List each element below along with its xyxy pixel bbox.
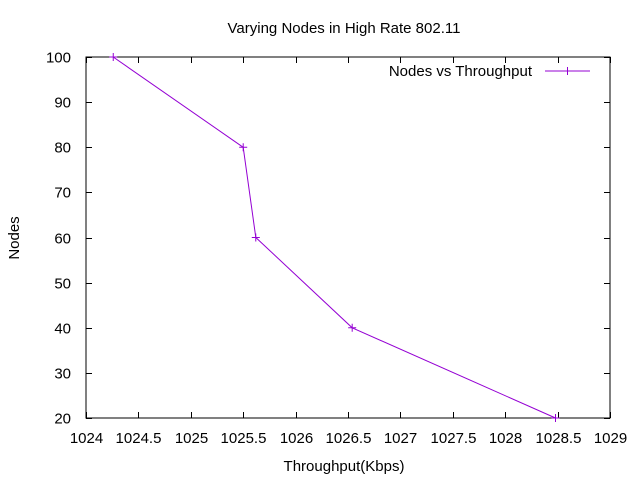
x-tick-label: 1026.5	[326, 430, 372, 447]
y-tick-label: 60	[54, 231, 71, 248]
x-tick-label: 1026	[280, 430, 313, 447]
x-axis-label: Throughput(Kbps)	[284, 458, 405, 475]
x-tick-label: 1027.5	[431, 430, 477, 447]
y-tick-label: 50	[54, 276, 71, 293]
plot-frame	[85, 56, 611, 419]
y-tick-label: 80	[54, 140, 71, 157]
legend-marker	[563, 67, 572, 75]
y-tick-label: 90	[54, 95, 71, 112]
data-point-marker	[109, 53, 118, 61]
x-tick-label: 1029	[594, 430, 627, 447]
series-line	[112, 56, 556, 419]
data-point-marker	[348, 323, 357, 332]
legend-label: Nodes vs Throughput	[389, 63, 533, 80]
y-tick-label: 40	[54, 321, 71, 338]
x-tick-label: 1027	[384, 430, 417, 447]
x-tick-label: 1025.5	[221, 430, 267, 447]
data-point-marker	[551, 414, 560, 422]
legend: Nodes vs Throughput	[389, 63, 590, 80]
y-tick-label: 20	[54, 411, 71, 428]
x-tick-label: 1025	[175, 430, 208, 447]
series-layer	[109, 53, 560, 422]
x-tick-label: 1028	[489, 430, 522, 447]
y-axis: 20 30 40 50 60 70 80 90 100	[46, 50, 610, 428]
x-tick-label: 1024.5	[116, 430, 162, 447]
data-point-marker	[251, 233, 260, 242]
x-tick-label: 1024	[70, 430, 103, 447]
y-tick-label: 70	[54, 185, 71, 202]
y-axis-label: Nodes	[6, 216, 23, 259]
chart-title: Varying Nodes in High Rate 802.11	[228, 20, 461, 37]
data-point-marker	[239, 143, 248, 152]
y-tick-label: 30	[54, 366, 71, 383]
x-axis: 1024 1024.5 1025 1025.5 1026 1026.5 1027 1027.5…	[70, 57, 627, 447]
y-tick-label: 100	[46, 50, 71, 67]
x-tick-label: 1028.5	[536, 430, 582, 447]
